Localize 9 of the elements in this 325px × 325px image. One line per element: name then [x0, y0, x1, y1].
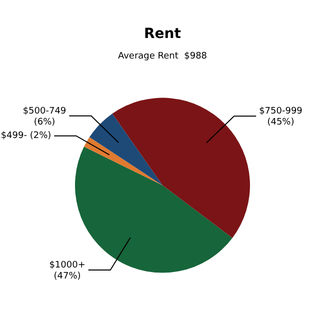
slice-label: $500-749: [22, 106, 66, 116]
slice-label: $1000+: [49, 260, 86, 270]
slice-label: $499- (2%): [0, 131, 52, 142]
data-label: (47%): [54, 271, 81, 282]
data-label: (6%): [34, 117, 56, 128]
slice-label: $750-999: [259, 106, 303, 117]
chart-subtitle: Average Rent $988: [118, 52, 208, 62]
chart-title: Rent: [144, 26, 182, 42]
data-label: (45%): [267, 118, 294, 128]
